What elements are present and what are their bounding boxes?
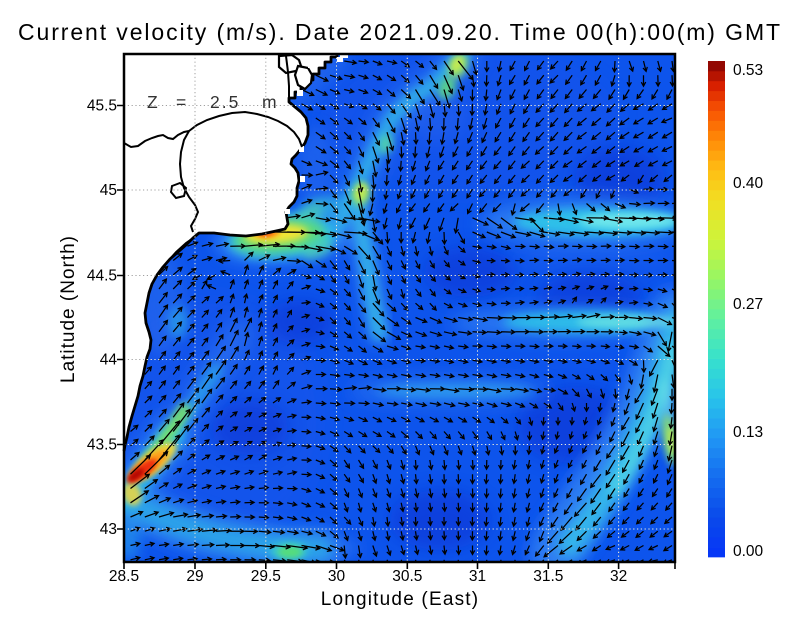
svg-text:Longitude (East): Longitude (East): [321, 589, 480, 610]
svg-text:0.40: 0.40: [733, 175, 764, 192]
svg-text:43.5: 43.5: [87, 437, 117, 454]
svg-text:0.00: 0.00: [733, 543, 764, 560]
svg-text:30: 30: [328, 568, 346, 585]
svg-text:30.5: 30.5: [392, 568, 422, 585]
svg-text:0.27: 0.27: [733, 296, 763, 313]
svg-text:44: 44: [100, 352, 118, 369]
svg-text:29.5: 29.5: [251, 568, 281, 585]
svg-text:32: 32: [610, 568, 627, 585]
svg-text:Latitude (North): Latitude (North): [58, 235, 79, 383]
svg-text:Z=2.5m: Z = 2.5 m: [147, 92, 279, 112]
svg-text:0.53: 0.53: [733, 62, 763, 79]
svg-text:29: 29: [186, 568, 203, 585]
svg-text:45: 45: [100, 182, 117, 199]
svg-text:31.5: 31.5: [533, 568, 563, 585]
svg-text:Current velocity (m/s). Date 2: Current velocity (m/s). Date 2021.09.20.…: [18, 19, 782, 45]
svg-text:44.5: 44.5: [87, 268, 117, 285]
svg-text:0.13: 0.13: [733, 424, 763, 441]
svg-text:43: 43: [100, 521, 117, 538]
svg-text:31: 31: [469, 568, 486, 585]
svg-text:45.5: 45.5: [87, 98, 117, 115]
svg-text:28.5: 28.5: [109, 568, 139, 585]
